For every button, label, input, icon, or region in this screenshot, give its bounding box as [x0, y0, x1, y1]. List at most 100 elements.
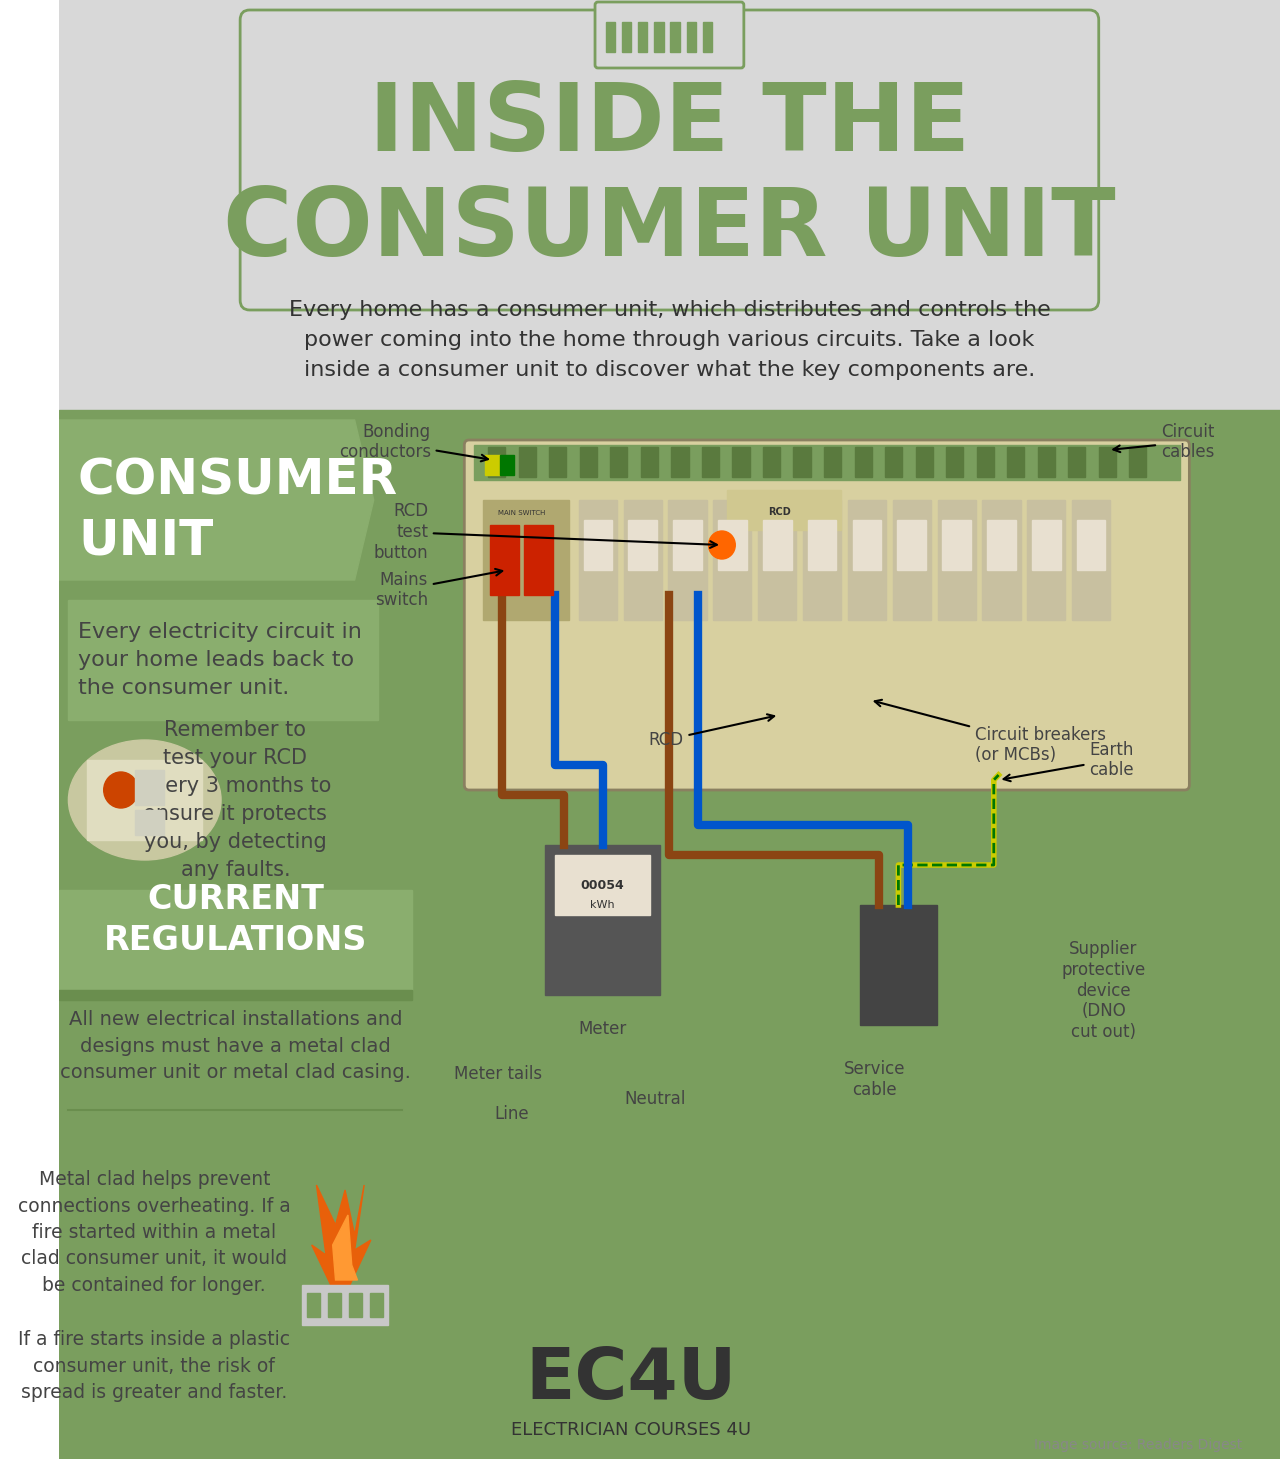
Bar: [654, 22, 664, 53]
Bar: [671, 446, 689, 477]
Text: All new electrical installations and
designs must have a metal clad
consumer uni: All new electrical installations and des…: [60, 1010, 411, 1083]
Bar: [518, 446, 536, 477]
Bar: [525, 525, 553, 595]
Text: RCD: RCD: [768, 506, 791, 516]
Bar: [892, 500, 931, 620]
Bar: [474, 445, 1180, 480]
Text: Remember to
test your RCD
every 3 months to
ensure it protects
you, by detecting: Remember to test your RCD every 3 months…: [140, 719, 332, 880]
Bar: [794, 446, 810, 477]
Bar: [732, 446, 750, 477]
Text: MAIN SWITCH: MAIN SWITCH: [498, 511, 545, 516]
Text: Mains
switch: Mains switch: [375, 569, 502, 610]
Text: RCD: RCD: [649, 715, 774, 748]
Text: RCD
test
button: RCD test button: [374, 502, 717, 562]
Bar: [884, 446, 902, 477]
Text: Service
cable: Service cable: [844, 1061, 905, 1099]
Bar: [549, 446, 567, 477]
Bar: [580, 446, 596, 477]
Circle shape: [104, 772, 138, 808]
FancyBboxPatch shape: [465, 441, 1189, 789]
Text: Bonding
conductors: Bonding conductors: [339, 423, 488, 461]
Bar: [307, 1293, 320, 1317]
Bar: [1032, 519, 1061, 570]
Bar: [1038, 446, 1055, 477]
Text: Circuit breakers
(or MCBs): Circuit breakers (or MCBs): [874, 700, 1106, 765]
Bar: [987, 519, 1016, 570]
Bar: [641, 446, 658, 477]
Text: 00054: 00054: [581, 878, 625, 891]
Bar: [488, 446, 506, 477]
Bar: [556, 855, 650, 915]
Bar: [808, 519, 836, 570]
Bar: [668, 500, 707, 620]
Bar: [1076, 519, 1106, 570]
Bar: [68, 600, 379, 719]
Bar: [763, 519, 791, 570]
Bar: [59, 890, 412, 991]
Bar: [727, 490, 841, 530]
Bar: [490, 525, 518, 595]
Bar: [484, 500, 570, 620]
Bar: [686, 22, 696, 53]
Bar: [1007, 446, 1024, 477]
Text: Image source: Readers Digest: Image source: Readers Digest: [1033, 1439, 1242, 1452]
Bar: [393, 414, 1222, 835]
Text: EC4U: EC4U: [526, 1345, 737, 1414]
Text: kWh: kWh: [590, 900, 614, 910]
Text: Meter tails: Meter tails: [453, 1065, 541, 1083]
Bar: [328, 1293, 342, 1317]
Bar: [701, 446, 719, 477]
Text: If a fire starts inside a plastic
consumer unit, the risk of
spread is greater a: If a fire starts inside a plastic consum…: [18, 1331, 291, 1402]
FancyBboxPatch shape: [595, 1, 744, 69]
Text: UNIT: UNIT: [78, 516, 214, 565]
Bar: [673, 519, 701, 570]
Bar: [59, 0, 1280, 410]
Bar: [982, 500, 1020, 620]
Text: CONSUMER UNIT: CONSUMER UNIT: [223, 184, 1116, 276]
Polygon shape: [333, 1215, 357, 1280]
FancyBboxPatch shape: [241, 10, 1098, 309]
Bar: [897, 519, 925, 570]
Bar: [637, 22, 648, 53]
Bar: [59, 991, 412, 999]
Bar: [703, 22, 713, 53]
Bar: [499, 455, 515, 476]
Bar: [370, 1293, 383, 1317]
Bar: [1129, 446, 1147, 477]
Text: Circuit
cables: Circuit cables: [1114, 423, 1215, 461]
Bar: [758, 500, 796, 620]
Bar: [803, 500, 841, 620]
Bar: [302, 1285, 388, 1325]
Bar: [605, 22, 616, 53]
Bar: [1069, 446, 1085, 477]
Circle shape: [709, 531, 735, 559]
Bar: [671, 22, 680, 53]
Bar: [977, 446, 993, 477]
Bar: [485, 455, 499, 476]
Text: INSIDE THE: INSIDE THE: [369, 79, 970, 171]
Bar: [852, 519, 881, 570]
Bar: [87, 760, 202, 840]
Bar: [824, 446, 841, 477]
Bar: [545, 845, 660, 995]
Ellipse shape: [68, 740, 221, 859]
Bar: [622, 22, 631, 53]
Text: Earth
cable: Earth cable: [1004, 741, 1134, 781]
Text: Meter: Meter: [579, 1020, 627, 1037]
Bar: [847, 500, 886, 620]
Bar: [763, 446, 780, 477]
Bar: [860, 905, 937, 1026]
Text: CURRENT
REGULATIONS: CURRENT REGULATIONS: [104, 883, 367, 957]
Bar: [579, 500, 617, 620]
Bar: [59, 410, 1280, 1459]
Text: Every electricity circuit in
your home leads back to
the consumer unit.: Every electricity circuit in your home l…: [78, 622, 362, 697]
Polygon shape: [312, 1185, 371, 1285]
Text: Line: Line: [494, 1104, 530, 1123]
Bar: [942, 519, 972, 570]
Bar: [946, 446, 964, 477]
Text: Supplier
protective
device
(DNO
cut out): Supplier protective device (DNO cut out): [1061, 940, 1146, 1042]
Bar: [1098, 446, 1116, 477]
Bar: [349, 1293, 362, 1317]
Text: Every home has a consumer unit, which distributes and controls the
power coming : Every home has a consumer unit, which di…: [288, 301, 1051, 379]
Bar: [937, 500, 975, 620]
